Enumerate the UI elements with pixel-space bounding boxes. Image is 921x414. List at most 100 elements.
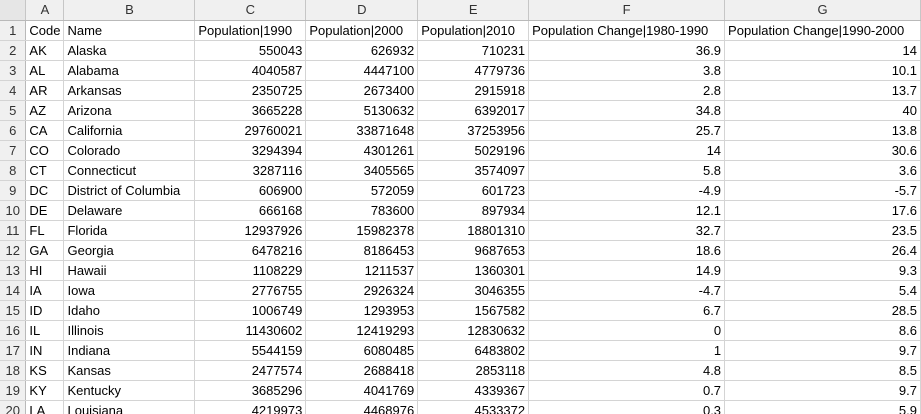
cell[interactable]: Colorado — [63, 140, 196, 161]
cell[interactable]: 2.8 — [528, 80, 726, 101]
cell[interactable]: 4301261 — [305, 140, 419, 161]
cell[interactable]: 606900 — [194, 180, 307, 201]
cell[interactable]: Georgia — [63, 240, 196, 261]
cell[interactable]: IN — [25, 340, 65, 361]
cell[interactable]: KS — [25, 360, 65, 381]
row-header[interactable]: 2 — [0, 40, 27, 61]
cell[interactable]: 36.9 — [528, 40, 726, 61]
cell[interactable]: AL — [25, 60, 65, 81]
cell[interactable]: 12830632 — [417, 320, 530, 341]
cell[interactable]: 9687653 — [417, 240, 530, 261]
row-header[interactable]: 8 — [0, 160, 27, 181]
cell[interactable]: 9.7 — [724, 340, 921, 361]
cell[interactable]: 14 — [724, 40, 921, 61]
row-header[interactable]: 3 — [0, 60, 27, 81]
cell[interactable]: 2915918 — [417, 80, 530, 101]
cell[interactable]: 1108229 — [194, 260, 307, 281]
row-header[interactable]: 10 — [0, 200, 27, 221]
cell[interactable]: AK — [25, 40, 65, 61]
cell[interactable]: 4.8 — [528, 360, 726, 381]
cell[interactable]: 15982378 — [305, 220, 419, 241]
cell[interactable]: 9.7 — [724, 380, 921, 401]
cell[interactable]: 5.8 — [528, 160, 726, 181]
row-header[interactable]: 6 — [0, 120, 27, 141]
cell[interactable]: 9.3 — [724, 260, 921, 281]
cell[interactable]: 0.3 — [528, 400, 726, 414]
cell[interactable]: 4779736 — [417, 60, 530, 81]
cell[interactable]: Alabama — [63, 60, 196, 81]
row-header[interactable]: 1 — [0, 20, 27, 41]
cell[interactable]: 4447100 — [305, 60, 419, 81]
cell[interactable]: 626932 — [305, 40, 419, 61]
cell[interactable]: 6.7 — [528, 300, 726, 321]
cell[interactable]: 23.5 — [724, 220, 921, 241]
cell[interactable]: 40 — [724, 100, 921, 121]
cell[interactable]: 1006749 — [194, 300, 307, 321]
cell[interactable]: Code — [25, 20, 65, 41]
cell[interactable]: Population Change|1980-1990 — [528, 20, 726, 41]
cell[interactable]: 3685296 — [194, 380, 307, 401]
cell[interactable]: DC — [25, 180, 65, 201]
cell[interactable]: 18.6 — [528, 240, 726, 261]
cell[interactable]: 3574097 — [417, 160, 530, 181]
cell[interactable]: 4339367 — [417, 380, 530, 401]
cell[interactable]: DE — [25, 200, 65, 221]
cell[interactable]: District of Columbia — [63, 180, 196, 201]
cell[interactable]: Indiana — [63, 340, 196, 361]
cell[interactable]: 3287116 — [194, 160, 307, 181]
row-header[interactable]: 20 — [0, 400, 27, 414]
column-header-f[interactable]: F — [528, 0, 726, 21]
cell[interactable]: 17.6 — [724, 200, 921, 221]
cell[interactable]: 6392017 — [417, 100, 530, 121]
cell[interactable]: 2350725 — [194, 80, 307, 101]
cell[interactable]: Alaska — [63, 40, 196, 61]
cell[interactable]: 4040587 — [194, 60, 307, 81]
cell[interactable]: 11430602 — [194, 320, 307, 341]
cell[interactable]: CA — [25, 120, 65, 141]
row-header[interactable]: 12 — [0, 240, 27, 261]
cell[interactable]: AR — [25, 80, 65, 101]
cell[interactable]: 5130632 — [305, 100, 419, 121]
cell[interactable]: Idaho — [63, 300, 196, 321]
row-header[interactable]: 16 — [0, 320, 27, 341]
cell[interactable]: 6483802 — [417, 340, 530, 361]
cell[interactable]: -4.9 — [528, 180, 726, 201]
cell[interactable]: 14 — [528, 140, 726, 161]
cell[interactable]: LA — [25, 400, 65, 414]
cell[interactable]: 6080485 — [305, 340, 419, 361]
cell[interactable]: 572059 — [305, 180, 419, 201]
cell[interactable]: ID — [25, 300, 65, 321]
cell[interactable]: 5544159 — [194, 340, 307, 361]
row-header[interactable]: 5 — [0, 100, 27, 121]
cell[interactable]: 3665228 — [194, 100, 307, 121]
cell[interactable]: 18801310 — [417, 220, 530, 241]
cell[interactable]: Population Change|1990-2000 — [724, 20, 921, 41]
cell[interactable]: 26.4 — [724, 240, 921, 261]
cell[interactable]: Florida — [63, 220, 196, 241]
cell[interactable]: 3294394 — [194, 140, 307, 161]
row-header[interactable]: 18 — [0, 360, 27, 381]
cell[interactable]: FL — [25, 220, 65, 241]
cell[interactable]: 783600 — [305, 200, 419, 221]
cell[interactable]: 28.5 — [724, 300, 921, 321]
cell[interactable]: Population|1990 — [194, 20, 307, 41]
cell[interactable]: 12419293 — [305, 320, 419, 341]
cell[interactable]: 0.7 — [528, 380, 726, 401]
cell[interactable]: AZ — [25, 100, 65, 121]
cell[interactable]: CT — [25, 160, 65, 181]
cell[interactable]: 5029196 — [417, 140, 530, 161]
cell[interactable]: 14.9 — [528, 260, 726, 281]
column-header-c[interactable]: C — [194, 0, 307, 21]
row-header[interactable]: 15 — [0, 300, 27, 321]
cell[interactable]: Delaware — [63, 200, 196, 221]
cell[interactable]: KY — [25, 380, 65, 401]
cell[interactable]: IL — [25, 320, 65, 341]
cell[interactable]: 25.7 — [528, 120, 726, 141]
cell[interactable]: 5.4 — [724, 280, 921, 301]
cell[interactable]: 0 — [528, 320, 726, 341]
cell[interactable]: CO — [25, 140, 65, 161]
cell[interactable]: Arkansas — [63, 80, 196, 101]
cell[interactable]: HI — [25, 260, 65, 281]
cell[interactable]: 30.6 — [724, 140, 921, 161]
cell[interactable]: Population|2000 — [305, 20, 419, 41]
